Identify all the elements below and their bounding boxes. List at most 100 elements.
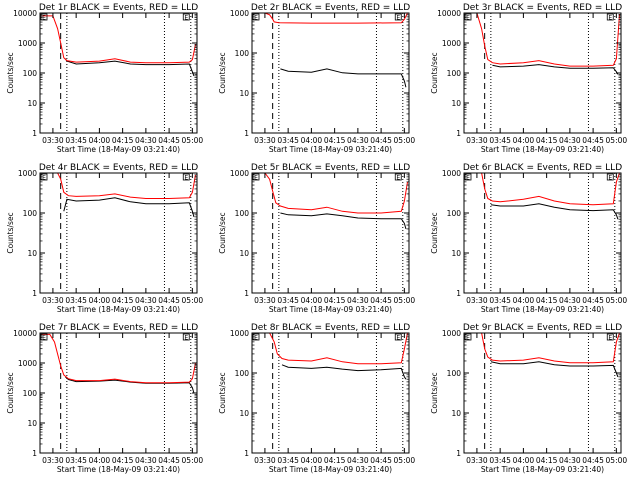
- box-marker: [394, 173, 402, 181]
- x-tick-label: 04:30: [347, 296, 369, 305]
- box-marker-label: E: [254, 175, 258, 182]
- y-tick-label: 1000: [230, 169, 249, 178]
- box-marker: [182, 13, 190, 21]
- x-tick-label: 04:15: [324, 136, 346, 145]
- box-marker: [464, 13, 472, 21]
- x-tick-label: 04:00: [301, 456, 323, 465]
- x-tick-label: 03:30: [466, 456, 488, 465]
- y-tick-label: 100: [235, 209, 250, 218]
- x-tick-label: 03:45: [489, 456, 511, 465]
- x-tick-label: 04:45: [582, 296, 604, 305]
- box-marker: [40, 333, 48, 341]
- panel-det-9: Det 9r BLACK = Events, RED = LLD E E 1 10 100…: [430, 323, 627, 474]
- y-tick-label: 100: [447, 209, 462, 218]
- x-tick-label: 04:00: [301, 296, 323, 305]
- x-tick-label: 04:45: [158, 296, 180, 305]
- x-tick-label: 03:45: [65, 456, 87, 465]
- y-tick-label: 1: [456, 129, 461, 138]
- y-tick-label: 10: [27, 99, 37, 108]
- y-tick-label: 100: [23, 389, 38, 398]
- box-marker-label: E: [466, 15, 470, 22]
- y-tick-label: 1000: [18, 39, 37, 48]
- box-marker: [606, 173, 614, 181]
- box-marker-label: E: [42, 15, 46, 22]
- panel-title: Det 1r BLACK = Events, RED = LLD: [39, 3, 198, 13]
- lld-series-line: [40, 333, 196, 384]
- x-tick-label: 03:45: [489, 296, 511, 305]
- x-tick-label: 03:30: [254, 456, 276, 465]
- x-tick-label: 03:45: [277, 136, 299, 145]
- lld-series-line: [40, 173, 196, 199]
- panel-title: Det 4r BLACK = Events, RED = LLD: [39, 163, 198, 173]
- y-tick-label: 10: [27, 249, 37, 258]
- events-series-line: [64, 58, 195, 77]
- x-tick-label: 05:00: [394, 456, 416, 465]
- x-axis-label: Start Time (18-May-09 03:21:40): [481, 145, 604, 154]
- x-tick-label: 05:00: [606, 136, 628, 145]
- x-tick-label: 03:30: [42, 136, 64, 145]
- y-tick-label: 10: [27, 419, 37, 428]
- x-tick-label: 04:00: [89, 456, 111, 465]
- y-tick-label: 1: [456, 449, 461, 458]
- x-tick-label: 04:15: [112, 136, 134, 145]
- y-tick-label: 1: [244, 449, 249, 458]
- y-tick-label: 10: [451, 249, 461, 258]
- panel-title: Det 7r BLACK = Events, RED = LLD: [39, 323, 198, 333]
- x-tick-label: 04:45: [370, 136, 392, 145]
- lld-series-line: [252, 333, 408, 365]
- x-tick-label: 05:00: [394, 136, 416, 145]
- y-tick-label: 10: [239, 89, 249, 98]
- x-tick-label: 04:15: [112, 296, 134, 305]
- y-tick-label: 1000: [442, 329, 461, 338]
- panel-title: Det 8r BLACK = Events, RED = LLD: [251, 323, 410, 333]
- panel-title: Det 6r BLACK = Events, RED = LLD: [463, 163, 622, 173]
- lld-series-line: [40, 15, 196, 64]
- y-tick-label: 1000: [442, 169, 461, 178]
- x-tick-label: 05:00: [182, 136, 204, 145]
- plot-frame: [39, 172, 198, 294]
- y-tick-label: 1: [32, 449, 37, 458]
- plot-frame: [251, 12, 410, 134]
- x-tick-label: 03:30: [466, 296, 488, 305]
- events-series-line: [280, 68, 407, 88]
- x-tick-label: 05:00: [394, 296, 416, 305]
- panel-title: Det 9r BLACK = Events, RED = LLD: [463, 323, 622, 333]
- y-axis-label: Counts/sec: [6, 212, 15, 253]
- events-series-line: [281, 364, 407, 380]
- events-series-line: [64, 376, 195, 394]
- plot-frame: [463, 332, 622, 454]
- box-marker: [394, 333, 402, 341]
- x-tick-label: 04:15: [324, 456, 346, 465]
- x-tick-label: 03:45: [489, 136, 511, 145]
- y-axis-label: Counts/sec: [430, 52, 439, 93]
- x-tick-label: 04:30: [559, 136, 581, 145]
- x-tick-label: 05:00: [606, 456, 628, 465]
- box-marker-label: E: [254, 15, 258, 22]
- box-marker-label: E: [184, 15, 188, 22]
- y-axis-label: Counts/sec: [6, 372, 15, 413]
- y-tick-label: 100: [235, 49, 250, 58]
- box-marker-label: E: [42, 175, 46, 182]
- panel-det-2: Det 2r BLACK = Events, RED = LLD E E 1 10 100…: [218, 3, 415, 154]
- x-tick-label: 04:15: [536, 296, 558, 305]
- y-tick-label: 1: [32, 289, 37, 298]
- y-tick-label: 10: [239, 249, 249, 258]
- x-tick-label: 04:30: [559, 296, 581, 305]
- events-series-line: [63, 197, 195, 218]
- plot-frame: [39, 332, 198, 454]
- y-tick-label: 1: [244, 129, 249, 138]
- y-tick-label: 1000: [442, 39, 461, 48]
- x-tick-label: 04:30: [347, 456, 369, 465]
- x-tick-label: 04:45: [370, 456, 392, 465]
- y-tick-label: 1: [244, 289, 249, 298]
- box-marker-label: E: [42, 335, 46, 342]
- events-series-line: [490, 203, 619, 220]
- x-tick-label: 03:45: [65, 136, 87, 145]
- panel-det-7: Det 7r BLACK = Events, RED = LLD E E 1 10 100…: [6, 323, 203, 474]
- x-tick-label: 04:15: [536, 456, 558, 465]
- x-axis-label: Start Time (18-May-09 03:21:40): [57, 305, 180, 314]
- x-tick-label: 03:30: [42, 296, 64, 305]
- y-tick-label: 1: [456, 289, 461, 298]
- panel-det-1: Det 1r BLACK = Events, RED = LLD E E 1 10 100…: [6, 3, 203, 154]
